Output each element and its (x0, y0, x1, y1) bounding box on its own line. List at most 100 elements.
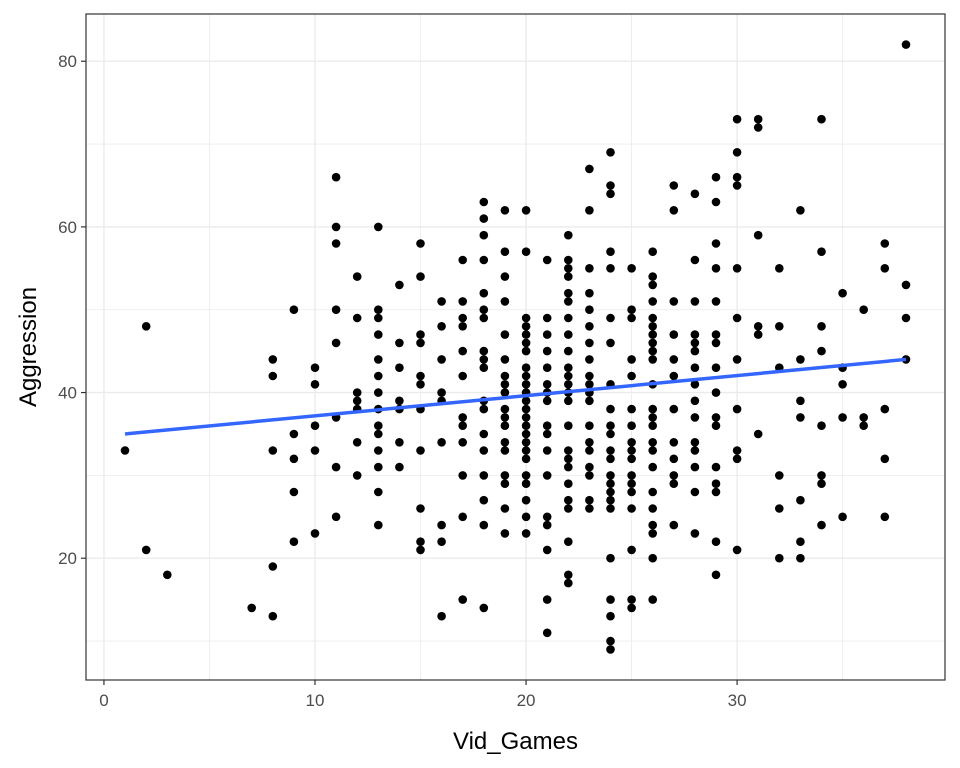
data-point (289, 537, 299, 546)
data-point (374, 222, 383, 232)
data-point (521, 529, 531, 538)
data-point (521, 363, 531, 373)
data-point (711, 239, 721, 248)
data-point (627, 545, 636, 555)
data-point (542, 429, 552, 439)
data-point (838, 380, 847, 389)
data-point (500, 206, 510, 215)
data-point (521, 396, 531, 406)
data-point (437, 611, 446, 621)
data-point (901, 40, 911, 49)
data-point (648, 330, 657, 339)
data-point (416, 371, 425, 381)
data-point (289, 305, 299, 315)
data-point (458, 322, 468, 331)
data-point (880, 512, 890, 522)
data-point (542, 512, 552, 522)
data-point (627, 438, 636, 447)
data-point (585, 355, 594, 364)
data-point (500, 272, 510, 281)
data-point (289, 429, 299, 439)
data-point (669, 404, 679, 414)
data-point (289, 454, 299, 464)
data-point (331, 222, 341, 232)
data-point (606, 338, 615, 348)
data-point (437, 520, 446, 530)
data-point (542, 396, 552, 406)
data-point (669, 355, 679, 364)
data-point (648, 355, 657, 364)
data-point (880, 264, 890, 273)
data-point (352, 396, 362, 406)
data-point (564, 288, 573, 298)
data-point (521, 330, 531, 339)
data-point (458, 255, 468, 265)
data-point (458, 595, 468, 604)
data-point (690, 413, 700, 422)
data-point (606, 553, 615, 563)
data-point (606, 504, 615, 513)
data-point (542, 595, 552, 604)
x-tick-label: 0 (99, 691, 108, 710)
data-point (289, 487, 299, 497)
data-point (374, 462, 383, 472)
data-point (585, 504, 594, 513)
data-point (500, 413, 510, 422)
data-point (753, 330, 763, 339)
data-point (753, 114, 763, 124)
data-point (331, 338, 341, 348)
data-point (521, 206, 531, 215)
data-point (352, 471, 362, 480)
data-point (585, 380, 594, 389)
data-point (648, 313, 657, 323)
data-point (374, 355, 383, 364)
y-tick-label: 40 (58, 384, 77, 403)
data-point (479, 404, 489, 414)
data-point (331, 305, 341, 315)
data-point (753, 322, 763, 331)
data-point (606, 264, 615, 273)
data-point (838, 512, 847, 522)
data-point (775, 471, 784, 480)
data-point (416, 338, 425, 348)
data-point (606, 429, 615, 439)
data-point (732, 114, 742, 124)
data-point (500, 330, 510, 339)
data-point (606, 471, 615, 480)
data-point (500, 380, 510, 389)
data-point (648, 404, 657, 414)
data-point (416, 504, 425, 513)
x-tick-label: 20 (517, 691, 536, 710)
data-point (542, 471, 552, 480)
data-point (627, 603, 636, 613)
data-point (542, 380, 552, 389)
data-point (479, 363, 489, 373)
data-point (374, 388, 383, 397)
data-point (500, 247, 510, 256)
data-point (564, 255, 573, 265)
data-point (648, 322, 657, 331)
y-axis-ticks: 20 40 60 80 (58, 52, 86, 568)
data-point (521, 495, 531, 505)
data-point (753, 230, 763, 240)
data-point (732, 454, 742, 464)
data-point (564, 421, 573, 431)
data-point (437, 537, 446, 546)
y-tick-label: 60 (58, 218, 77, 237)
data-point (120, 446, 130, 455)
data-point (859, 305, 868, 315)
data-point (374, 371, 383, 381)
data-point (711, 297, 721, 306)
data-point (416, 330, 425, 339)
data-point (521, 454, 531, 464)
data-point (458, 371, 468, 381)
data-point (648, 520, 657, 530)
data-point (648, 438, 657, 447)
data-point (648, 272, 657, 281)
data-point (479, 288, 489, 298)
data-point (606, 189, 615, 199)
data-point (606, 181, 615, 190)
data-point (669, 454, 679, 464)
data-point (690, 529, 700, 538)
data-point (817, 471, 826, 480)
